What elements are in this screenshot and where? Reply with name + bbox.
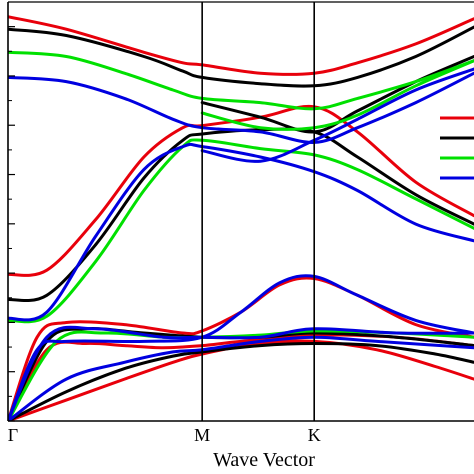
band-line-series-4-6 xyxy=(200,67,474,163)
x-tick-label-3: K xyxy=(308,425,321,445)
band-line-series-2-4 xyxy=(8,25,474,88)
band-line-series-3-4 xyxy=(200,59,474,131)
band-line-series-2-3 xyxy=(8,127,474,303)
band-line-series-3-2 xyxy=(8,138,474,324)
band-line-series-3-3 xyxy=(8,50,474,111)
band-line-series-4-5 xyxy=(8,71,474,144)
band-line-series-4-4 xyxy=(8,142,474,322)
x-axis-title: Wave Vector xyxy=(213,449,315,471)
x-tick-label-2: M xyxy=(194,425,210,445)
x-tick-label-1: Γ xyxy=(8,425,18,445)
band-line-series-2-1 xyxy=(8,342,474,421)
band-line-series-4-3 xyxy=(8,274,474,421)
high-symmetry-lines xyxy=(201,2,316,421)
band-line-series-1-5 xyxy=(8,15,474,76)
y-axis-ticks xyxy=(8,26,15,422)
band-line-series-1-1 xyxy=(8,339,474,421)
plot-frame xyxy=(7,1,474,422)
legend xyxy=(440,116,474,180)
band-lines xyxy=(8,15,474,421)
